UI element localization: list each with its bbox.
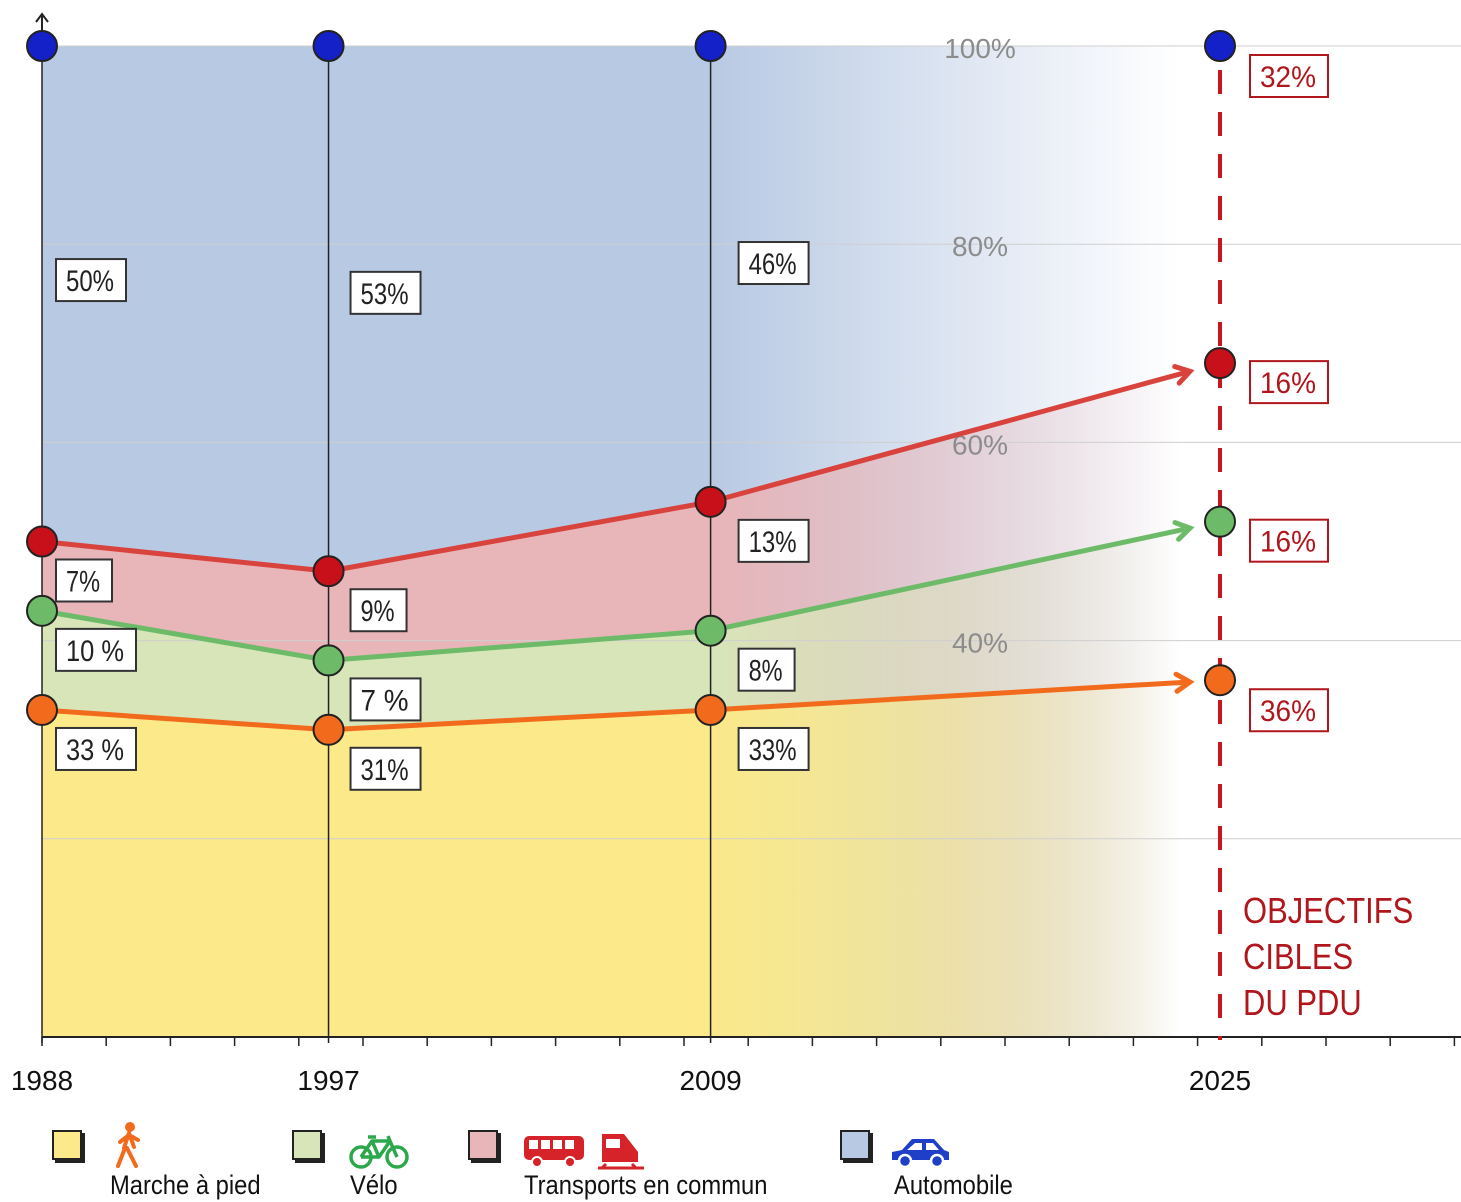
legend-transit: Transports en commun — [468, 1118, 828, 1202]
legend-swatch-car — [840, 1130, 870, 1160]
data-label-box — [55, 627, 137, 672]
data-label-box — [737, 726, 810, 771]
legend-label-transit: Transports en commun — [524, 1170, 768, 1200]
legend-walking: Marche à pied — [52, 1118, 292, 1202]
point-v-lo-2009 — [694, 614, 727, 647]
modal-share-chart: 100%80%60%40% 1988 1997 2009 2025 33 %31%33… — [11, 12, 1461, 1096]
data-label-box — [349, 588, 408, 633]
point-marche-pied-1988 — [26, 693, 58, 726]
data-label: 33 % — [66, 734, 124, 767]
area-0 — [42, 709, 711, 1037]
car-icon — [892, 1139, 949, 1169]
point-transports-en-commun-2009 — [694, 485, 727, 518]
target-point-0 — [1204, 664, 1236, 697]
data-label: 8% — [749, 655, 783, 688]
projection-line-2 — [709, 368, 1191, 505]
target-label: 36% — [1260, 695, 1316, 728]
legend-swatch-transit — [468, 1130, 498, 1160]
data-label: 50% — [66, 265, 114, 298]
data-label: 7% — [66, 566, 100, 599]
projection-arrow-0 — [1173, 671, 1195, 694]
annotation-line: DU PDU — [1243, 982, 1362, 1023]
legend-label-car: Automobile — [894, 1170, 1013, 1200]
x-tick-label: 2025 — [1189, 1065, 1251, 1096]
legend-label-walking: Marche à pied — [110, 1170, 261, 1200]
data-label-box — [349, 677, 422, 722]
target-label: 16% — [1260, 367, 1316, 400]
bus-train-icon — [524, 1134, 644, 1170]
pedestrian-icon — [116, 1122, 140, 1168]
objectifs-annotation: OBJECTIFS CIBLES DU PDU — [1243, 888, 1413, 1026]
data-label-box — [55, 558, 113, 603]
target-point-1 — [1204, 505, 1236, 538]
annotation-line: CIBLES — [1243, 936, 1354, 977]
axes: 1988 1997 2009 2025 — [11, 12, 1461, 1096]
projection-arrow-2 — [1172, 364, 1195, 386]
projection-line-0 — [710, 679, 1191, 713]
target-label-box — [1249, 360, 1329, 405]
legend-car: Automobile — [840, 1118, 1060, 1202]
data-label-box — [55, 258, 127, 303]
target-label: 32% — [1260, 61, 1316, 94]
target-label: 16% — [1260, 526, 1316, 559]
data-points — [26, 30, 1236, 746]
annotation-line: OBJECTIFS — [1243, 890, 1414, 931]
legend-label-bike: Vélo — [350, 1170, 398, 1200]
data-label-box — [349, 270, 422, 315]
data-label: 31% — [361, 754, 409, 787]
data-label: 10 % — [66, 635, 124, 668]
data-label: 53% — [361, 278, 409, 311]
point-marche-pied-1997 — [312, 713, 345, 746]
target-label-box — [1249, 688, 1329, 733]
x-tick-label: 1988 — [11, 1065, 73, 1096]
data-label: 33% — [749, 734, 797, 767]
target-point-3 — [1204, 30, 1236, 62]
x-tick-label: 1997 — [297, 1065, 359, 1096]
point-marche-pied-2009 — [694, 693, 727, 726]
legend-swatch-walking — [52, 1130, 82, 1160]
data-label: 9% — [361, 595, 395, 628]
x-tick-label: 2009 — [679, 1065, 741, 1096]
data-label: 7 % — [361, 684, 409, 717]
legend-bike: Vélo — [292, 1118, 452, 1202]
target-label-box — [1249, 54, 1329, 98]
y-tick-label: 100% — [944, 33, 1016, 64]
stacked-areas — [42, 46, 1180, 1037]
data-label: 13% — [749, 526, 797, 559]
bicycle-icon — [349, 1135, 409, 1169]
data-label-box — [349, 746, 422, 791]
data-labels: 33 % 31% 33% 36% 10 % 7 % 8% 16% 7% 9% 13% 16% 50% 53… — [55, 54, 1329, 791]
legend-swatch-bike — [292, 1130, 322, 1160]
target-point-2 — [1204, 347, 1236, 380]
point-automobile-1988 — [26, 30, 58, 62]
projection-line-1 — [710, 525, 1191, 634]
point-v-lo-1988 — [26, 594, 58, 627]
data-label-box — [737, 241, 810, 286]
y-tick-label: 80% — [952, 231, 1008, 262]
data-label: 46% — [749, 248, 797, 281]
point-transports-en-commun-1997 — [312, 555, 345, 588]
target-label-box — [1249, 518, 1329, 563]
data-label-box — [737, 518, 810, 563]
point-automobile-2009 — [694, 30, 727, 62]
point-transports-en-commun-1988 — [26, 525, 58, 558]
point-automobile-1997 — [312, 30, 345, 62]
data-label-box — [55, 726, 137, 771]
point-v-lo-1997 — [312, 644, 345, 677]
data-label-box — [737, 647, 796, 692]
area-fade-0 — [710, 682, 1180, 1037]
y-tick-label: 40% — [952, 628, 1008, 659]
projection-arrow-1 — [1172, 520, 1195, 542]
